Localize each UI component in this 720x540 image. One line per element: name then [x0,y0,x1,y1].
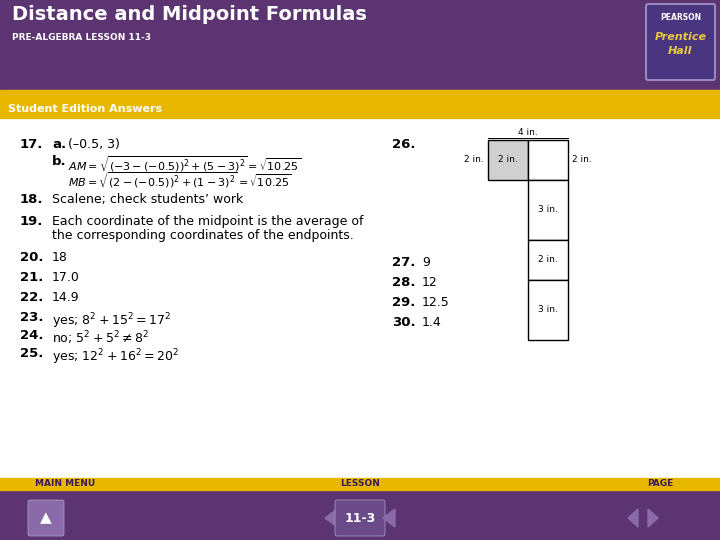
Bar [528,240,568,280]
Text: 29.: 29. [392,296,415,309]
Text: 9: 9 [422,256,430,269]
Text: ▲: ▲ [40,510,52,525]
Text: 12: 12 [422,276,438,289]
Text: 18: 18 [52,251,68,264]
Text: no; $5^2 + 5^2 \neq 8^2$: no; $5^2 + 5^2 \neq 8^2$ [52,329,149,347]
FancyBboxPatch shape [646,4,715,80]
FancyBboxPatch shape [28,500,64,536]
Bar [0,490,720,540]
Text: PEARSON: PEARSON [660,14,701,23]
Text: b.: b. [52,155,67,168]
Polygon shape [383,509,395,527]
Text: 26.: 26. [392,138,415,151]
Text: 19.: 19. [20,215,43,228]
Text: Each coordinate of the midpoint is the average of: Each coordinate of the midpoint is the a… [52,215,364,228]
Bar [528,280,568,340]
Text: 2 in.: 2 in. [498,156,518,165]
Text: yes; $12^2 + 16^2 = 20^2$: yes; $12^2 + 16^2 = 20^2$ [52,347,179,367]
Text: 18.: 18. [20,193,43,206]
Text: PRE-ALGEBRA LESSON 11-3: PRE-ALGEBRA LESSON 11-3 [12,32,151,42]
Text: Prentice: Prentice [654,32,706,42]
Text: PAGE: PAGE [647,480,673,489]
Text: 28.: 28. [392,276,415,289]
Text: Hall: Hall [668,46,693,56]
Text: 3 in.: 3 in. [538,206,558,214]
Text: Student Edition Answers: Student Edition Answers [8,104,162,114]
Bar [488,140,528,180]
Text: 2 in.: 2 in. [464,156,484,165]
Text: 27.: 27. [392,256,415,269]
Text: 14.9: 14.9 [52,291,80,304]
Text: Distance and Midpoint Formulas: Distance and Midpoint Formulas [12,5,367,24]
Text: MAIN MENU: MAIN MENU [35,480,95,489]
Polygon shape [325,509,337,527]
Text: Scalene; check students’ work: Scalene; check students’ work [52,193,243,206]
Text: 2 in.: 2 in. [538,255,558,265]
Bar [0,90,720,100]
Text: the corresponding coordinates of the endpoints.: the corresponding coordinates of the end… [52,229,354,242]
Bar [528,140,568,180]
Text: 2 in.: 2 in. [572,156,592,165]
Bar [0,478,720,490]
Text: LESSON: LESSON [340,480,380,489]
Text: 17.: 17. [20,138,43,151]
Text: (–0.5, 3): (–0.5, 3) [68,138,120,151]
Text: 1.4: 1.4 [422,316,442,329]
FancyBboxPatch shape [335,500,385,536]
Text: 25.: 25. [20,347,43,360]
Text: 21.: 21. [20,271,43,284]
Text: 4 in.: 4 in. [518,128,538,137]
Text: $AM = \sqrt{(-3-(-0.5))^2+(5-3)^2} = \sqrt{10.25}$: $AM = \sqrt{(-3-(-0.5))^2+(5-3)^2} = \sq… [68,155,302,174]
Text: 11-3: 11-3 [344,511,376,524]
Polygon shape [648,509,658,527]
Bar [0,0,720,90]
Bar [0,100,720,118]
Bar [528,180,568,240]
Text: 30.: 30. [392,316,415,329]
Text: 12.5: 12.5 [422,296,450,309]
Text: $MB = \sqrt{(2-(-0.5))^2+(1-3)^2} = \sqrt{10.25}$: $MB = \sqrt{(2-(-0.5))^2+(1-3)^2} = \sqr… [68,171,292,191]
Text: 3 in.: 3 in. [538,306,558,314]
Text: 22.: 22. [20,291,43,304]
Text: 23.: 23. [20,311,43,324]
Text: 17.0: 17.0 [52,271,80,284]
Polygon shape [628,509,638,527]
Text: 24.: 24. [20,329,43,342]
Text: 20.: 20. [20,251,43,264]
Text: yes; $8^2 + 15^2 = 17^2$: yes; $8^2 + 15^2 = 17^2$ [52,311,171,330]
Text: a.: a. [52,138,66,151]
